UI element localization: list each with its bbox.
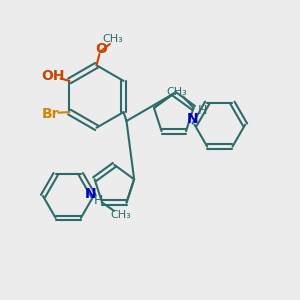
Text: N: N [84,187,96,200]
Text: H: H [198,104,207,118]
Text: CH₃: CH₃ [110,210,131,220]
Text: N: N [187,112,198,126]
Text: H: H [93,194,103,207]
Text: O: O [95,42,107,56]
Text: OH: OH [41,69,65,83]
Text: Br: Br [41,106,59,121]
Text: CH₃: CH₃ [167,87,188,97]
Text: CH₃: CH₃ [103,34,123,44]
